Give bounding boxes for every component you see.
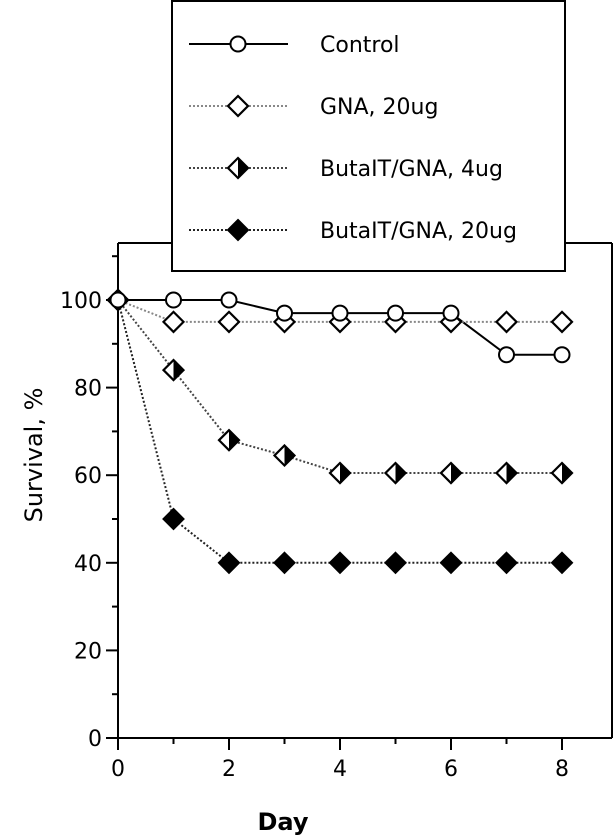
data-point [162,507,185,531]
data-point [387,304,404,322]
marker-outline [439,461,463,485]
x-tick-label: 8 [555,757,569,782]
data-point [439,461,463,485]
legend-entry-2: GNA, 20ug [189,94,438,120]
data-point [550,310,574,334]
legend-entry-1: Control [189,33,400,58]
data-point [328,551,352,575]
legend: Control GNA, 20ug ButaIT/GNA, 4ug ButaIT/GN… [171,0,566,272]
legend-label: ButaIT/GNA, 4ug [320,157,503,182]
y-axis-title: Survival, % [20,388,48,523]
legend-entry-4: ButaIT/GNA, 20ug [189,218,517,244]
data-point [276,304,293,322]
data-point [226,94,250,118]
data-point [494,310,519,334]
marker-fill-black [340,463,350,484]
data-point [226,218,250,242]
y-tick-label: 100 [60,289,102,314]
x-tick-label: 2 [222,757,236,782]
data-point [217,428,241,452]
marker-outline [161,358,186,382]
data-point [383,461,408,485]
marker-fill-black [506,463,517,484]
series-markers-1 [109,291,571,364]
marker-outline [494,461,519,485]
marker-outline [328,461,352,485]
legend-label: Control [320,33,400,58]
series-markers-4 [106,288,574,575]
x-tick-label: 0 [111,757,125,782]
marker-outline [383,461,408,485]
x-tick-label: 4 [333,757,347,782]
marker-outline [226,156,250,180]
marker-fill-black [562,463,572,484]
y-tick-label: 40 [74,552,102,577]
data-point [109,291,127,309]
series-line-4 [117,299,562,564]
data-point [439,551,463,575]
marker-outline [217,428,241,452]
marker-fill-black [229,430,239,451]
marker-outline [550,461,574,485]
legend-label: ButaIT/GNA, 20ug [320,219,517,244]
y-tick-label: 60 [74,464,102,489]
marker-fill-black [284,445,295,466]
y-tick-label: 0 [88,727,102,752]
y-tick-label: 20 [74,639,102,664]
data-point [384,551,407,575]
data-point [550,461,574,485]
data-point [217,551,241,575]
data-point [161,310,186,334]
data-point [220,291,238,309]
marker-fill-black [238,158,248,178]
data-point [495,551,518,575]
marker-fill-black [173,360,184,381]
marker-fill-black [395,463,406,484]
data-point [272,443,297,468]
data-point [494,461,519,485]
data-point [328,461,352,485]
data-point [553,346,571,364]
marker-fill-black [451,463,461,484]
data-point [442,304,460,322]
legend-label: GNA, 20ug [320,95,438,120]
x-tick-label: 6 [444,757,458,782]
data-point [498,346,515,364]
data-point [331,304,349,322]
data-point [273,551,296,575]
chart-series [106,288,574,575]
data-point [161,358,186,382]
marker-outline [272,443,297,468]
legend-entry-3: ButaIT/GNA, 4ug [189,156,503,182]
data-point [217,310,241,334]
data-point [165,291,182,309]
x-axis-title: Day [257,808,308,836]
data-point [550,551,574,575]
data-point [229,35,247,53]
y-tick-label: 80 [74,377,102,402]
data-point [226,156,250,180]
